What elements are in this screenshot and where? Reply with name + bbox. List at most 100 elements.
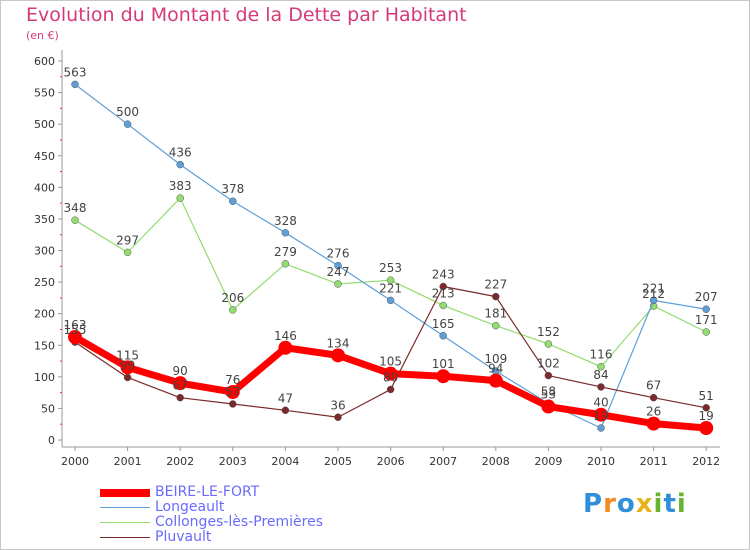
data-label: 500 bbox=[116, 105, 139, 119]
data-label: 36 bbox=[330, 398, 345, 412]
data-label: 47 bbox=[278, 391, 293, 405]
logo-letter: P bbox=[583, 489, 604, 519]
legend-label: Longeault bbox=[155, 499, 225, 515]
data-point bbox=[544, 371, 553, 380]
legend-label: Pluvault bbox=[155, 529, 212, 545]
data-point bbox=[334, 413, 342, 422]
data-label: 90 bbox=[173, 364, 188, 378]
data-label: 102 bbox=[537, 357, 560, 371]
y-tick-label: 550 bbox=[34, 87, 55, 100]
data-label: 221 bbox=[642, 281, 665, 295]
data-point bbox=[71, 80, 79, 89]
data-point bbox=[176, 194, 184, 202]
legend-swatch bbox=[100, 522, 150, 523]
data-point bbox=[281, 229, 290, 237]
data-label: 67 bbox=[173, 379, 188, 393]
logo-letter: o bbox=[616, 489, 636, 519]
data-label: 171 bbox=[695, 313, 718, 327]
data-point bbox=[439, 332, 447, 340]
data-point bbox=[702, 305, 710, 313]
data-point bbox=[383, 366, 398, 381]
y-tick-label: 300 bbox=[34, 245, 55, 258]
data-label: 243 bbox=[432, 268, 455, 282]
data-label: 67 bbox=[646, 379, 661, 393]
data-label: 26 bbox=[646, 405, 661, 419]
data-label: 276 bbox=[327, 247, 350, 261]
data-point bbox=[492, 321, 500, 330]
x-tick-label: 2009 bbox=[534, 455, 562, 468]
data-point bbox=[176, 160, 184, 169]
data-label: 212 bbox=[642, 287, 665, 301]
data-label: 80 bbox=[383, 370, 398, 384]
data-label: 165 bbox=[432, 317, 455, 331]
logo-letter: t bbox=[663, 489, 677, 519]
data-point bbox=[649, 296, 658, 305]
x-tick-label: 2001 bbox=[114, 455, 142, 468]
data-point bbox=[123, 120, 132, 128]
data-point bbox=[334, 261, 342, 270]
data-point bbox=[71, 216, 79, 224]
x-tick-label: 2003 bbox=[219, 455, 247, 468]
legend-label: BEIRE-LE-FORT bbox=[155, 484, 260, 500]
data-label: 146 bbox=[274, 329, 297, 343]
logo-letter: i bbox=[653, 489, 664, 519]
data-point bbox=[68, 330, 82, 345]
logo-letter: x bbox=[635, 489, 654, 519]
data-label: 53 bbox=[541, 388, 556, 402]
data-point bbox=[120, 360, 135, 375]
data-label: 57 bbox=[225, 385, 240, 399]
data-label: 348 bbox=[64, 201, 87, 215]
x-tick-label: 2010 bbox=[587, 455, 615, 468]
x-tick-label: 2006 bbox=[377, 455, 405, 468]
data-point bbox=[123, 248, 132, 257]
y-tick-label: 100 bbox=[34, 371, 55, 384]
legend-label: Collonges-lès-Premières bbox=[155, 514, 324, 530]
data-point bbox=[597, 362, 605, 371]
data-point bbox=[229, 400, 237, 408]
y-tick-label: 400 bbox=[34, 181, 55, 194]
data-point bbox=[225, 384, 240, 399]
data-point bbox=[331, 348, 345, 363]
data-label: 213 bbox=[432, 286, 455, 300]
y-tick-label: 600 bbox=[34, 55, 55, 68]
y-tick-label: 250 bbox=[34, 276, 55, 289]
data-label: 109 bbox=[484, 352, 507, 366]
data-point bbox=[281, 260, 290, 268]
data-point bbox=[594, 407, 608, 422]
data-label: 227 bbox=[484, 278, 507, 292]
y-tick-label: 50 bbox=[41, 402, 55, 415]
data-point bbox=[281, 406, 290, 415]
data-label: 206 bbox=[221, 291, 244, 305]
data-point bbox=[229, 306, 237, 314]
data-label: 436 bbox=[169, 146, 192, 160]
data-label: 221 bbox=[379, 281, 402, 295]
chart-subtitle: (en €) bbox=[26, 29, 59, 42]
data-label: 163 bbox=[64, 318, 87, 332]
data-label: 279 bbox=[274, 245, 297, 259]
x-tick-label: 2004 bbox=[271, 455, 299, 468]
data-point bbox=[702, 404, 710, 412]
data-point bbox=[176, 393, 184, 402]
data-label: 99 bbox=[120, 358, 135, 372]
x-tick-label: 2000 bbox=[61, 455, 89, 468]
data-point bbox=[492, 292, 500, 301]
x-tick-label: 2011 bbox=[640, 455, 668, 468]
data-point bbox=[123, 373, 132, 382]
data-label: 247 bbox=[327, 265, 350, 279]
data-label: 40 bbox=[593, 396, 608, 410]
chart-title: Evolution du Montant de la Dette par Hab… bbox=[26, 4, 467, 26]
data-label: 94 bbox=[488, 362, 503, 376]
x-tick-label: 2005 bbox=[324, 455, 352, 468]
data-label: 155 bbox=[64, 323, 87, 337]
data-label: 134 bbox=[327, 336, 350, 350]
data-label: 19 bbox=[593, 409, 608, 423]
data-label: 51 bbox=[699, 389, 714, 403]
logo-letter: r bbox=[603, 489, 617, 519]
data-label: 207 bbox=[695, 290, 718, 304]
data-label: 116 bbox=[590, 348, 613, 362]
data-point bbox=[488, 373, 503, 388]
proxiti-logo: Proxiti bbox=[583, 489, 687, 519]
data-label: 152 bbox=[537, 325, 560, 339]
